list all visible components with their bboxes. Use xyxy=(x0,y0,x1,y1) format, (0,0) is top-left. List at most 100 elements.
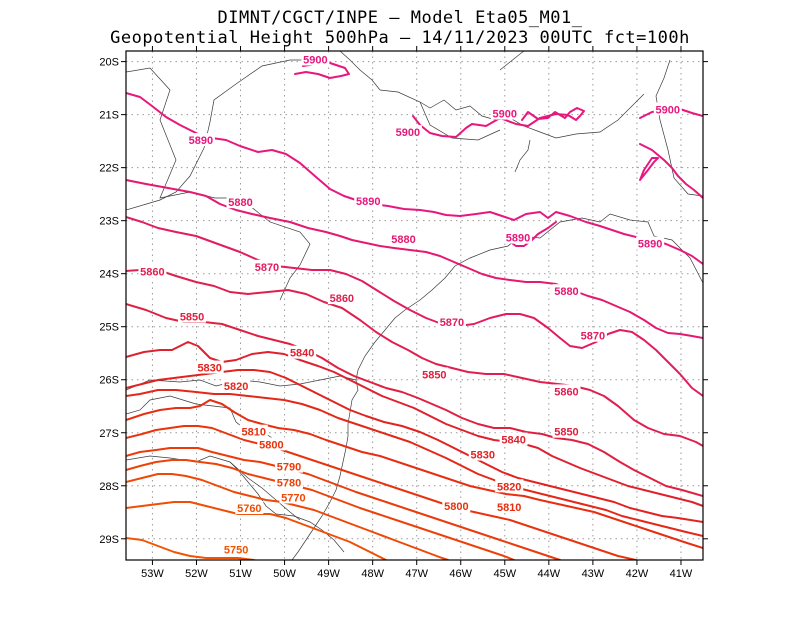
contour-label: 5820 xyxy=(495,479,524,493)
contour-label-text: 5760 xyxy=(237,503,261,515)
contour-label-text: 5840 xyxy=(290,348,314,360)
contour-label-text: 5900 xyxy=(396,127,420,139)
contour-label-text: 5870 xyxy=(440,317,464,329)
contour-label-text: 5850 xyxy=(554,427,578,439)
contour-5900-c xyxy=(639,157,659,181)
contour-label: 5830 xyxy=(468,447,497,461)
contour-label-text: 5900 xyxy=(493,109,517,121)
contour-label: 5860 xyxy=(138,264,167,279)
contour-label-text: 5890 xyxy=(356,196,380,208)
contour-label: 5860 xyxy=(327,291,356,305)
contour-label: 5840 xyxy=(499,432,528,447)
map-title-line1: DIMNT/CGCT/INPE — Model Eta05_M01_ xyxy=(217,8,583,28)
contour-label-text: 5840 xyxy=(501,435,525,447)
map-title-line2: Geopotential Height 500hPa — 14/11/2023 … xyxy=(110,28,690,48)
contour-5780 xyxy=(126,459,515,560)
y-tick-label: 26S xyxy=(99,375,119,387)
contour-label: 5770 xyxy=(279,490,308,504)
contour-label: 5750 xyxy=(222,542,251,556)
contour-label: 5890 xyxy=(186,133,215,147)
contour-label: 5850 xyxy=(552,424,581,439)
y-tick-label: 24S xyxy=(99,269,119,281)
contour-label: 5890 xyxy=(636,236,665,250)
y-tick-label: 27S xyxy=(99,428,119,440)
contour-5880-a xyxy=(126,179,703,339)
contour-label: 5820 xyxy=(222,379,251,393)
grid-lines xyxy=(126,51,703,560)
y-tick-label: 21S xyxy=(99,110,119,122)
y-tick-label: 22S xyxy=(99,163,119,175)
contour-label-text: 5790 xyxy=(277,462,301,474)
x-tick-label: 49W xyxy=(317,568,340,580)
contour-label: 5880 xyxy=(389,232,418,246)
contour-5850 xyxy=(126,303,703,497)
contour-label: 5900 xyxy=(393,125,422,139)
x-tick-label: 41W xyxy=(670,568,693,580)
contour-5790 xyxy=(126,447,561,560)
contour-labels: 5900 5900 5900 5900 5890 5890 5890 5890 5880 5880… xyxy=(138,52,682,556)
contour-label: 5760 xyxy=(235,501,264,515)
contour-label-text: 5860 xyxy=(330,293,354,305)
x-tick-label: 43W xyxy=(582,568,605,580)
contour-5770 xyxy=(126,473,449,560)
contour-label-text: 5750 xyxy=(224,544,248,556)
y-tick-label: 20S xyxy=(99,57,119,69)
x-tick-label: 42W xyxy=(626,568,649,580)
contour-5820 xyxy=(126,389,703,537)
contour-5810 xyxy=(126,399,703,549)
contour-label: 5880 xyxy=(552,284,581,298)
contour-label: 5890 xyxy=(504,230,533,245)
contour-label: 5890 xyxy=(354,194,383,208)
contour-label: 5800 xyxy=(257,437,286,451)
contour-label-text: 5820 xyxy=(224,381,248,393)
contour-label-text: 5870 xyxy=(255,262,279,274)
map-frame xyxy=(125,50,704,561)
contour-label: 5870 xyxy=(437,314,466,329)
contour-label-text: 5820 xyxy=(497,481,521,493)
contour-label: 5870 xyxy=(578,328,607,343)
x-tick-label: 48W xyxy=(361,568,384,580)
contour-label-text: 5830 xyxy=(471,449,495,461)
contour-label: 5790 xyxy=(274,459,303,474)
contour-label-text: 5890 xyxy=(506,233,530,245)
x-tick-label: 47W xyxy=(405,568,428,580)
contour-label-text: 5800 xyxy=(444,501,468,513)
contour-label-text: 5890 xyxy=(638,238,662,250)
contour-label: 5880 xyxy=(226,195,255,209)
contour-label-text: 5880 xyxy=(391,234,415,246)
contour-label-text: 5900 xyxy=(303,54,327,66)
contour-label-text: 5860 xyxy=(554,386,578,398)
contour-5890-a xyxy=(126,92,703,265)
contour-label-text: 5900 xyxy=(656,104,680,116)
contour-label: 5840 xyxy=(288,345,317,360)
contour-label-text: 5880 xyxy=(228,197,252,209)
contour-label: 5860 xyxy=(552,384,581,398)
contour-label-text: 5870 xyxy=(581,331,605,343)
y-tick-label: 25S xyxy=(99,322,119,334)
y-tick-label: 29S xyxy=(99,534,119,546)
contour-5800 xyxy=(126,425,637,560)
y-tick-label: 28S xyxy=(99,481,119,493)
contour-label-text: 5880 xyxy=(554,286,578,298)
contour-label-text: 5770 xyxy=(281,492,305,504)
contour-label: 5810 xyxy=(495,499,524,514)
contour-5900-a xyxy=(412,107,585,138)
contour-label: 5900 xyxy=(653,102,682,116)
x-tick-label: 45W xyxy=(493,568,516,580)
x-tick-label: 44W xyxy=(538,568,561,580)
contour-label: 5850 xyxy=(178,309,207,324)
contour-label: 5780 xyxy=(274,475,303,490)
contour-label: 5900 xyxy=(301,52,330,66)
contour-label-text: 5850 xyxy=(422,369,446,381)
contour-label: 5800 xyxy=(442,498,471,513)
x-tick-label: 46W xyxy=(449,568,472,580)
contour-label: 5900 xyxy=(490,106,519,121)
x-tick-label: 53W xyxy=(141,568,164,580)
contour-5860 xyxy=(126,269,703,447)
y-tick-label: 23S xyxy=(99,216,119,228)
contour-label-text: 5780 xyxy=(277,478,301,490)
contour-5750 xyxy=(126,537,255,560)
contour-label: 5870 xyxy=(252,259,281,274)
x-tick-label: 52W xyxy=(185,568,208,580)
